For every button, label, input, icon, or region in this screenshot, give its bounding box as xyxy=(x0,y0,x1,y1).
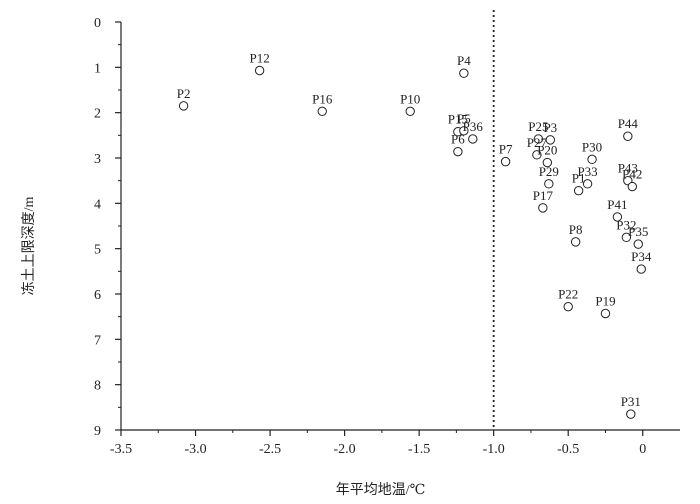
x-axis-title: 年平均地温/℃ xyxy=(336,482,426,498)
data-point-label: P41 xyxy=(607,197,627,212)
data-point-marker xyxy=(600,308,611,319)
y-tick-label: 5 xyxy=(94,243,101,258)
data-point-label: P42 xyxy=(622,167,642,182)
data-point-label: P35 xyxy=(628,224,648,239)
y-tick-label: 8 xyxy=(94,379,101,394)
data-point-label: P7 xyxy=(499,142,513,157)
data-point-marker xyxy=(538,203,548,213)
data-point-label: P19 xyxy=(595,293,615,308)
data-point-label: P22 xyxy=(558,287,578,302)
y-tick-label: 0 xyxy=(94,16,101,31)
data-point-marker xyxy=(542,157,553,168)
data-point-label: P16 xyxy=(312,91,333,106)
x-tick-label: -3.0 xyxy=(184,442,206,457)
data-point-label: P29 xyxy=(539,164,559,179)
data-point-marker xyxy=(570,237,581,247)
data-point-marker xyxy=(636,264,646,274)
data-point-label: P27 xyxy=(527,135,548,150)
data-point-marker xyxy=(254,65,265,76)
data-point-label: P10 xyxy=(400,91,420,106)
y-tick-label: 2 xyxy=(94,107,101,122)
data-point-label: P15 xyxy=(448,112,468,127)
data-point-label: P2 xyxy=(177,86,191,101)
data-point-marker xyxy=(317,106,327,117)
y-tick-label: 6 xyxy=(94,288,101,303)
data-point-marker xyxy=(405,106,415,117)
y-tick-label: 3 xyxy=(94,152,101,167)
x-tick-label: -2.5 xyxy=(259,442,281,457)
data-point-marker xyxy=(563,301,573,312)
data-point-marker xyxy=(573,185,584,196)
data-point-label: P6 xyxy=(451,132,465,147)
data-point-marker xyxy=(627,181,637,192)
data-point-marker xyxy=(587,154,597,165)
x-tick-label: -3.5 xyxy=(110,442,132,457)
data-point-marker xyxy=(621,232,632,243)
y-tick-label: 1 xyxy=(94,61,101,76)
data-point-label: P33 xyxy=(577,164,597,179)
data-point-label: P20 xyxy=(537,143,557,158)
data-point-label: P25 xyxy=(528,119,548,134)
data-point-marker xyxy=(626,409,636,419)
data-point-label: P32 xyxy=(616,217,636,232)
data-point-marker xyxy=(544,179,554,189)
data-point-marker xyxy=(612,212,623,222)
x-tick-label: -1.5 xyxy=(408,442,430,457)
data-point-marker xyxy=(533,134,544,144)
y-tick-label: 9 xyxy=(94,424,101,439)
data-point-marker xyxy=(532,150,542,160)
data-point-label: P30 xyxy=(582,139,602,154)
data-point-label: P1 xyxy=(572,171,586,186)
data-point-marker xyxy=(459,126,469,136)
data-point-marker xyxy=(500,156,511,167)
data-point-label: P17 xyxy=(533,188,554,203)
axes-group: -3.5 -3.0 -2.5 -2.0 -1.5 -1.0 -0.5 0 0 1 2 3 4 5 6 7 8 9 xyxy=(94,16,680,457)
data-point-label: P34 xyxy=(631,249,652,264)
x-tick-label: -2.0 xyxy=(334,442,356,457)
x-tick-label: -1.0 xyxy=(483,442,505,457)
data-point-marker xyxy=(178,101,189,111)
data-point-label: P12 xyxy=(250,51,270,66)
x-tick-label: 0 xyxy=(639,442,646,457)
data-point-label: P43 xyxy=(618,161,638,176)
data-point-label: P5 xyxy=(457,111,471,126)
y-tick-label: 4 xyxy=(94,197,101,212)
x-tick-label: -0.5 xyxy=(557,442,579,457)
data-point-label: P4 xyxy=(457,53,471,68)
data-point-marker xyxy=(623,131,633,141)
data-point-label: P3 xyxy=(543,120,557,135)
points-group xyxy=(178,65,646,419)
data-point-marker xyxy=(453,146,463,157)
data-point-marker xyxy=(633,239,643,249)
data-point-label: P44 xyxy=(618,116,639,131)
data-point-label: P31 xyxy=(621,394,641,409)
data-point-marker xyxy=(468,134,478,144)
data-point-marker xyxy=(545,135,556,145)
data-point-label: P8 xyxy=(569,222,583,237)
y-axis-title: 冻土上限深度/m xyxy=(20,197,37,296)
data-point-label: P36 xyxy=(463,119,484,134)
y-tick-label: 7 xyxy=(94,333,101,348)
data-point-marker xyxy=(582,179,593,189)
data-point-marker xyxy=(459,68,469,78)
